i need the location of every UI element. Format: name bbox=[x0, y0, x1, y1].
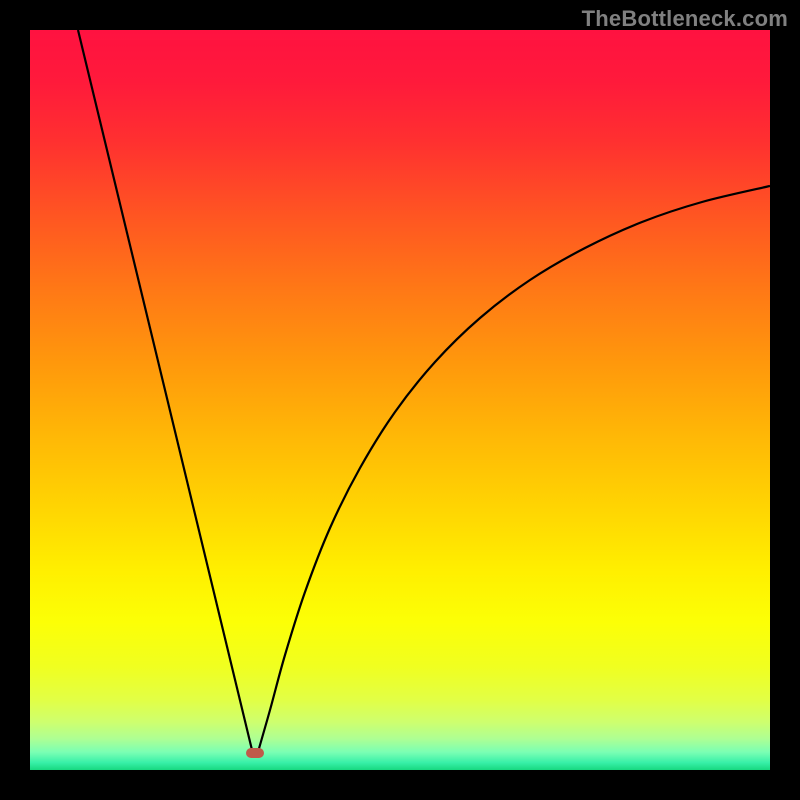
plot-area bbox=[30, 30, 770, 770]
minimum-marker bbox=[246, 748, 264, 758]
watermark: TheBottleneck.com bbox=[582, 6, 788, 32]
watermark-text: TheBottleneck.com bbox=[582, 6, 788, 31]
plot-svg bbox=[30, 30, 770, 770]
gradient-background bbox=[30, 30, 770, 770]
